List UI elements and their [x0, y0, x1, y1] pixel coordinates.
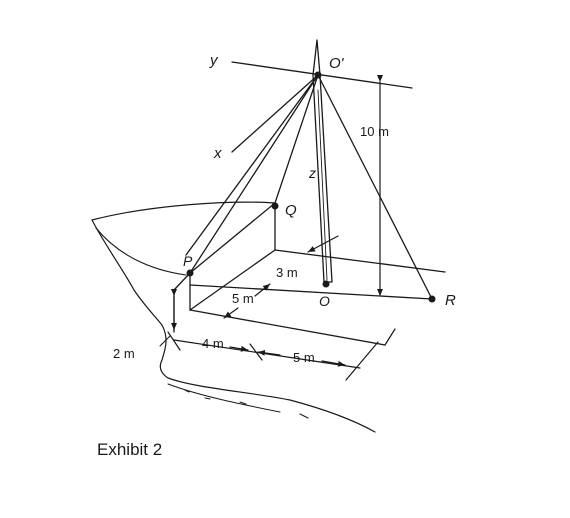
ground-texture	[167, 383, 309, 419]
label-4m: 4 m	[202, 336, 224, 351]
dim-4m-arrow	[229, 345, 249, 352]
point-p	[186, 269, 194, 277]
dim-width-tick-mid	[249, 343, 263, 361]
base-line-o-r	[189, 284, 433, 300]
dim-5m-width-arrow-left	[257, 349, 281, 356]
point-r	[428, 295, 436, 303]
line-p-q	[189, 202, 276, 274]
label-o-prime: O'	[329, 55, 345, 72]
label-x-axis: x	[213, 145, 222, 162]
dim-width-tick-left	[167, 331, 181, 351]
label-r: R	[445, 292, 456, 309]
box-floor-front	[189, 309, 386, 346]
box-floor-right	[274, 249, 446, 273]
dim-5m-depth-arrow-bottom	[223, 307, 239, 319]
label-p: P	[183, 253, 193, 269]
dim-5m-width-arrow-right	[321, 360, 346, 367]
cable-o-prime-to-cliff	[185, 74, 319, 256]
dim-width-tick-right	[345, 341, 379, 381]
label-5m-depth: 5 m	[232, 291, 254, 306]
label-q: Q	[285, 202, 297, 219]
label-3m: 3 m	[276, 265, 298, 280]
label-2m: 2 m	[113, 346, 135, 361]
dim-5m-depth-arrow-top	[254, 283, 271, 297]
label-5m-width: 5 m	[293, 350, 315, 365]
dim-width-line	[173, 339, 361, 369]
ext-line-right-front	[384, 328, 396, 346]
figure-caption: Exhibit 2	[97, 440, 163, 459]
box-floor-left-side	[173, 272, 191, 291]
label-10m: 10 m	[360, 124, 389, 139]
cable-o-prime-to-q	[274, 74, 319, 204]
mast-inner-line	[317, 89, 328, 281]
label-o: O	[319, 293, 330, 309]
dim-3m-arrow	[307, 235, 339, 253]
label-z-axis: z	[308, 165, 316, 181]
label-y-axis: y	[209, 52, 219, 69]
cliff-outline	[91, 219, 376, 433]
x-axis-line	[231, 74, 319, 153]
cable-o-prime-to-p	[189, 74, 319, 274]
point-q	[271, 202, 279, 210]
cliff-lower-curve	[95, 227, 187, 276]
dim-2m-leader	[159, 335, 171, 347]
point-o	[322, 280, 330, 288]
point-o-prime	[314, 71, 322, 79]
box-floor-back	[189, 249, 276, 311]
cable-o-prime-to-r	[317, 74, 433, 300]
cliff-top-curve	[91, 201, 276, 221]
